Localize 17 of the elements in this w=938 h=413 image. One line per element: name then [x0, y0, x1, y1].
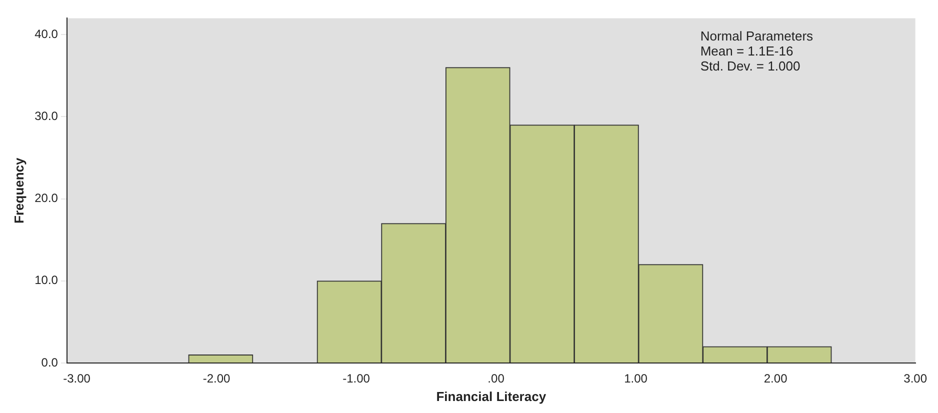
- x-tick-label: .00: [488, 372, 505, 386]
- annotation: Normal Parameters: [700, 28, 814, 44]
- x-tick-label: -2.00: [202, 372, 230, 386]
- x-tick-label: 2.00: [764, 372, 788, 386]
- x-axis-title: Financial Literacy: [436, 388, 547, 404]
- y-tick-label: 30.0: [34, 109, 58, 124]
- annotation: Std. Dev. = 1.000: [700, 58, 800, 74]
- y-axis-title: Frequency: [11, 156, 26, 224]
- x-tick-label: 1.00: [624, 372, 648, 386]
- x-tick-label: 3.00: [904, 372, 928, 386]
- x-tick-label: -1.00: [342, 372, 370, 386]
- annotation: Mean = 1.1E-16: [700, 43, 794, 58]
- y-tick-label: 0.0: [41, 355, 58, 370]
- y-tick-label: 40.0: [34, 26, 58, 41]
- y-tick-label: 10.0: [34, 273, 58, 288]
- x-tick-label: -3.00: [63, 372, 91, 386]
- y-tick-label: 20.0: [34, 191, 58, 206]
